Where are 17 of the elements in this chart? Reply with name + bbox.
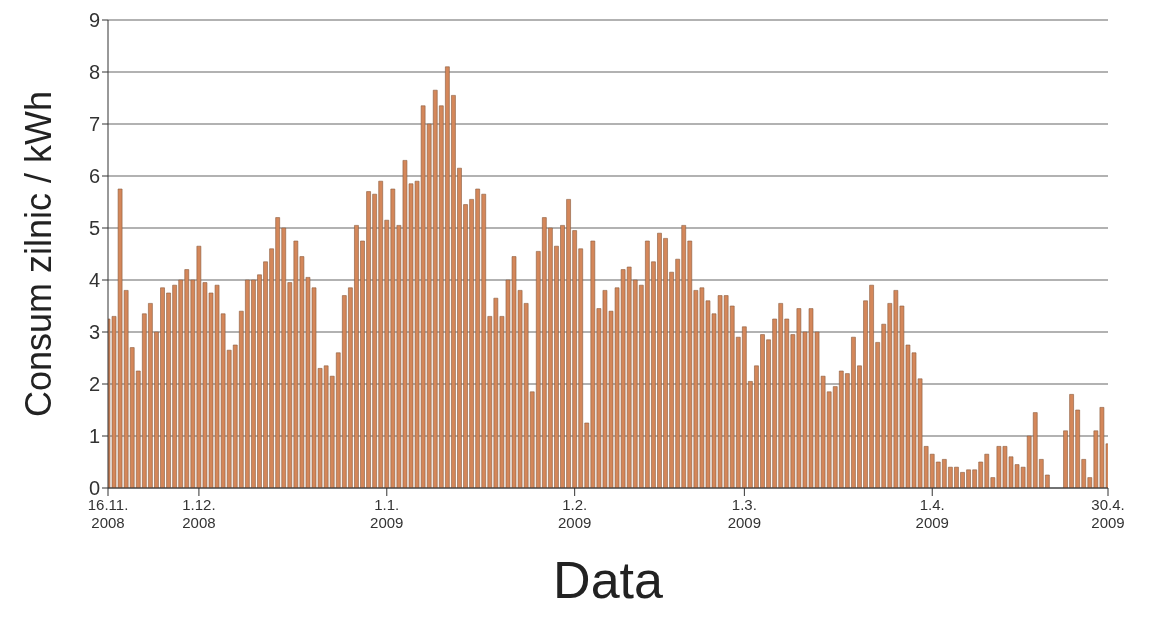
x-axis-title: Data [553,551,663,609]
y-tick-label: 8 [88,61,100,84]
x-tick-label: 1.2. 2009 [557,496,592,531]
x-tick-label: 1.12. 2008 [182,496,216,531]
y-axis-title: Consum zilnic / kWh [17,90,59,418]
y-tick-label: 5 [88,217,100,240]
y-tick-label: 1 [88,425,100,448]
x-tick-label: 1.3. 2009 [727,496,762,531]
y-tick-label: 6 [88,165,100,188]
y-tick-label: 3 [88,321,100,344]
y-tick-label: 2 [88,373,100,396]
x-tick-label: 1.1. 2009 [370,496,404,531]
y-tick-label: 9 [88,9,100,32]
y-tick-label: 7 [88,113,100,136]
y-tick-label: 4 [88,269,100,292]
x-tick-label: 30.4. 2009 [1091,496,1125,531]
x-tick-label: 1.4. 2009 [915,496,949,531]
